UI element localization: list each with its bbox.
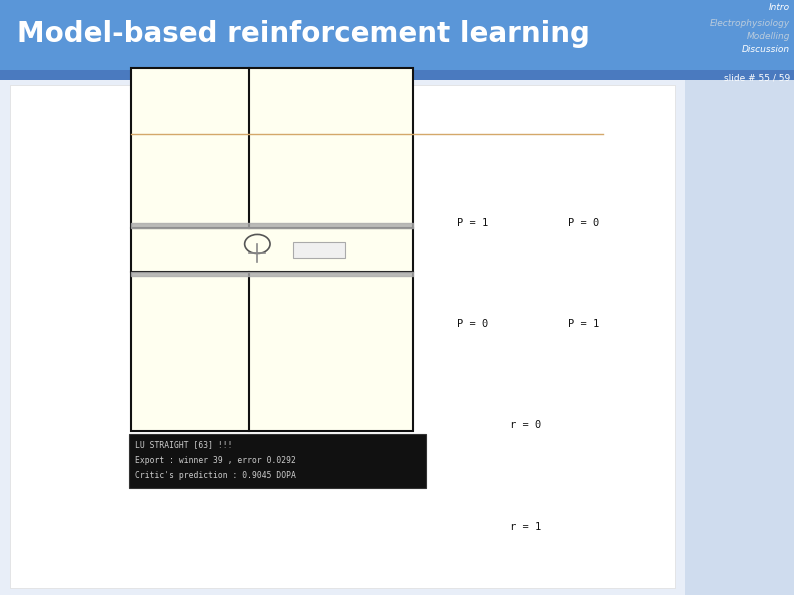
- Text: Modelling: Modelling: [746, 32, 790, 41]
- Bar: [0, 70, 794, 80]
- Bar: [685, 0, 794, 595]
- Bar: [10, 85, 675, 588]
- Text: r = 1: r = 1: [510, 522, 542, 531]
- Text: LU STRAIGHT [63] !!!: LU STRAIGHT [63] !!!: [135, 440, 233, 450]
- Bar: [129, 434, 426, 488]
- Bar: [0, 0, 794, 80]
- Bar: [293, 242, 345, 258]
- Text: slide # 55 / 59: slide # 55 / 59: [724, 74, 790, 83]
- Text: Critic's prediction : 0.9045 DOPA: Critic's prediction : 0.9045 DOPA: [135, 471, 296, 480]
- Text: Export : winner 39 , error 0.0292: Export : winner 39 , error 0.0292: [135, 456, 296, 465]
- Text: P = 1: P = 1: [457, 218, 488, 228]
- Text: P = 1: P = 1: [568, 320, 599, 329]
- Text: Model-based reinforcement learning: Model-based reinforcement learning: [17, 20, 591, 48]
- Text: P = 0: P = 0: [457, 320, 488, 329]
- Text: r = 0: r = 0: [510, 421, 542, 430]
- Text: P = 0: P = 0: [568, 218, 599, 228]
- Text: Electrophysiology: Electrophysiology: [710, 19, 790, 28]
- Text: Intro: Intro: [769, 3, 790, 12]
- Bar: [131, 68, 413, 431]
- Text: Discussion: Discussion: [742, 45, 790, 54]
